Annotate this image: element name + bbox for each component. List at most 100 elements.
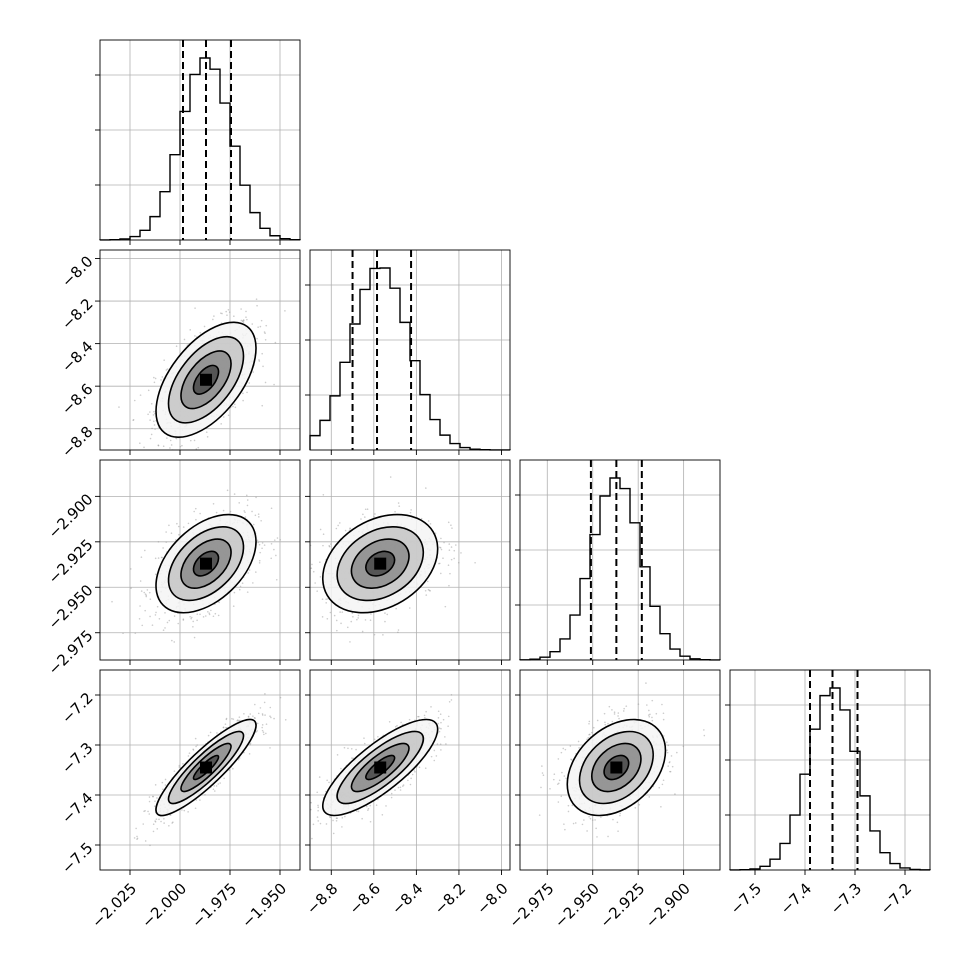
scatter-point	[178, 533, 180, 536]
scatter-point	[261, 547, 263, 550]
scatter-point	[440, 548, 443, 551]
scatter-point	[341, 611, 344, 613]
scatter-point	[273, 548, 275, 551]
scatter-point	[453, 557, 455, 560]
scatter-point	[382, 634, 384, 636]
scatter-point	[240, 319, 243, 322]
scatter-point	[375, 804, 378, 806]
scatter-point	[148, 796, 151, 798]
contour-line	[180, 350, 232, 410]
scatter-point	[648, 709, 650, 712]
panel-content	[111, 489, 281, 643]
scatter-point	[154, 784, 157, 786]
scatter-point	[197, 446, 200, 449]
scatter-point	[238, 716, 241, 718]
panel-content	[538, 682, 706, 838]
scatter-point	[340, 767, 342, 770]
scatter-point	[213, 785, 216, 787]
contour-line	[167, 526, 245, 602]
scatter-point	[394, 725, 397, 728]
scatter-point	[384, 612, 386, 614]
scatter-point	[426, 580, 429, 583]
scatter-point	[246, 499, 249, 501]
scatter-point	[154, 573, 157, 576]
scatter-point	[207, 734, 210, 737]
scatter-point	[246, 504, 249, 507]
scatter-point	[440, 749, 442, 751]
scatter-point	[249, 713, 252, 715]
scatter-point	[655, 712, 658, 715]
scatter-point	[157, 557, 160, 559]
scatter-point	[666, 741, 668, 744]
scatter-point	[295, 564, 297, 566]
scatter-point	[193, 636, 196, 639]
scatter-point	[448, 584, 450, 587]
scatter-point	[448, 700, 451, 703]
scatter-point	[223, 777, 225, 780]
scatter-point	[195, 799, 198, 801]
scatter-point	[395, 607, 397, 610]
scatter-point	[236, 719, 239, 721]
scatter-point	[325, 602, 327, 604]
panel-content	[118, 298, 286, 450]
scatter-point	[262, 365, 264, 368]
scatter-point	[151, 624, 154, 626]
scatter-point	[671, 765, 674, 768]
scatter-point	[203, 325, 206, 328]
scatter-point	[207, 611, 209, 613]
scatter-point	[196, 619, 198, 622]
scatter-point	[361, 817, 363, 820]
scatter-point	[144, 840, 147, 842]
panel-frame	[309, 249, 511, 451]
scatter-point	[317, 809, 319, 812]
scatter-point	[330, 543, 332, 545]
scatter-point	[157, 540, 160, 543]
scatter-point	[150, 433, 153, 436]
scatter-point	[352, 615, 354, 618]
scatter-point	[388, 721, 391, 723]
scatter-point	[362, 513, 364, 516]
scatter-point	[225, 717, 228, 720]
scatter-point	[373, 633, 376, 636]
scatter-point	[265, 324, 268, 327]
scatter-point	[377, 735, 379, 738]
density-peak	[200, 373, 212, 386]
scatter-point	[155, 611, 157, 614]
density-peak	[200, 557, 212, 570]
scatter-point	[151, 795, 154, 798]
y-tick-label: −2.975	[45, 627, 97, 679]
scatter-point	[199, 613, 201, 616]
y-tick-label: −8.2	[58, 295, 96, 333]
scatter-point	[261, 352, 263, 355]
scatter-point	[238, 588, 241, 591]
scatter-point	[162, 629, 165, 632]
scatter-point	[208, 612, 211, 614]
scatter-point	[220, 423, 222, 425]
scatter-point	[439, 713, 442, 716]
scatter-point	[166, 368, 169, 370]
scatter-point	[239, 585, 242, 588]
scatter-point	[169, 439, 172, 442]
scatter-point	[261, 713, 264, 715]
scatter-point	[399, 789, 402, 791]
scatter-point	[226, 489, 229, 492]
scatter-point	[217, 783, 220, 785]
scatter-point	[284, 719, 287, 721]
scatter-point	[311, 563, 313, 566]
scatter-point	[173, 615, 176, 617]
scatter-point	[339, 611, 341, 613]
scatter-point	[264, 332, 266, 335]
scatter-point	[437, 710, 440, 713]
scatter-point	[638, 803, 641, 806]
scatter-point	[399, 786, 402, 789]
scatter-point	[264, 381, 267, 384]
scatter-point	[373, 738, 376, 741]
scatter-point	[152, 414, 155, 416]
scatter-point	[423, 714, 426, 717]
scatter-point	[181, 444, 183, 447]
scatter-point	[232, 405, 234, 408]
scatter-point	[369, 820, 372, 823]
scatter-point	[335, 527, 338, 530]
scatter-point	[433, 759, 436, 762]
